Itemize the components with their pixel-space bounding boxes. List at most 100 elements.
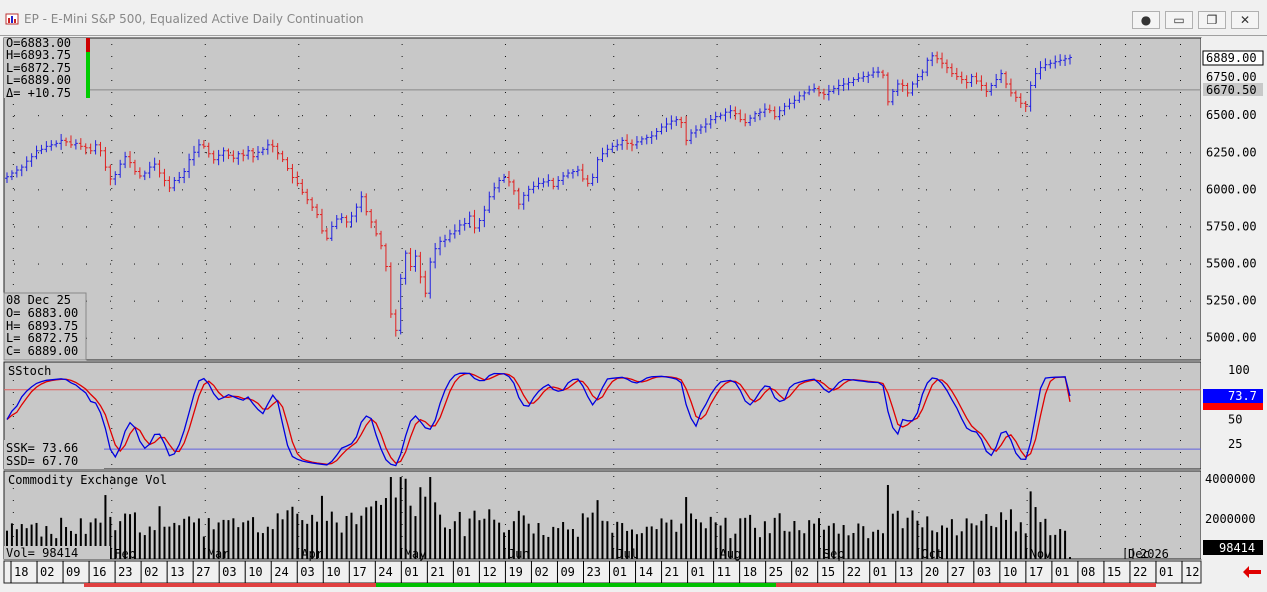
volume-value-box: Vol= 98414	[4, 546, 110, 560]
volume-bar	[872, 531, 875, 559]
price-bar	[856, 73, 861, 83]
price-bar	[152, 157, 157, 171]
volume-bar	[621, 523, 624, 559]
volume-bar	[581, 513, 584, 559]
minimize-button[interactable]: ▭	[1165, 11, 1193, 29]
cursor-high: H= 6893.75	[6, 319, 78, 333]
price-bar	[733, 106, 738, 120]
volume-bar	[498, 522, 501, 559]
price-bar	[93, 140, 98, 155]
price-axis-tick: 5500.00	[1206, 257, 1257, 271]
scroll-track-left[interactable]	[84, 583, 376, 587]
time-axis-day: 12	[482, 565, 496, 579]
cursor-low: L= 6872.75	[6, 331, 78, 345]
volume-bar	[808, 520, 811, 559]
time-axis-month: Jul	[616, 547, 638, 561]
price-bar	[364, 193, 369, 216]
volume-bar	[660, 518, 663, 559]
title-bar[interactable]: EP - E-Mini S&P 500, Equalized Active Da…	[0, 0, 1267, 36]
volume-bar	[188, 516, 191, 559]
price-pane[interactable]	[3, 37, 1202, 361]
price-bar	[329, 221, 334, 241]
time-axis-day: 10	[1003, 565, 1017, 579]
price-bar	[639, 136, 644, 146]
volume-bar	[6, 530, 8, 559]
price-bar	[462, 217, 467, 231]
volume-bar	[788, 531, 791, 559]
price-bar	[9, 170, 14, 181]
volume-bar	[370, 506, 373, 559]
price-bar	[994, 73, 999, 89]
chart-area[interactable]: 6500.00 6250.00 6000.00 5750.00 5500.00 5250.…	[0, 36, 1267, 588]
volume-bar	[990, 525, 993, 559]
volume-bar	[822, 529, 825, 559]
volume-bar	[227, 520, 230, 559]
volume-bar	[193, 522, 196, 559]
price-bar	[767, 104, 772, 114]
volume-bar	[335, 522, 338, 559]
price-bar	[73, 139, 78, 150]
price-bar	[310, 197, 315, 211]
price-bar	[1068, 54, 1072, 65]
time-axis-month: Jun	[508, 547, 530, 561]
price-bar	[777, 106, 782, 121]
scroll-right-arrow-icon[interactable]	[1243, 566, 1261, 578]
volume-bar	[60, 517, 63, 559]
volume-bar	[458, 511, 461, 559]
stoch-axis-tick: 25	[1228, 437, 1242, 451]
time-axis-day: 17	[352, 565, 366, 579]
volume-bar	[399, 477, 402, 559]
chart-canvas[interactable]: 6500.00 6250.00 6000.00 5750.00 5500.00 5250.…	[0, 36, 1267, 588]
volume-bar	[955, 535, 958, 559]
time-axis-day: 21	[430, 565, 444, 579]
volume-bar	[296, 513, 299, 559]
price-bar	[300, 178, 305, 195]
price-bar	[403, 250, 408, 285]
volume-bar	[881, 533, 884, 559]
volume-bar	[901, 528, 904, 559]
price-bar	[620, 137, 625, 150]
volume-bar	[783, 530, 786, 559]
price-axis-tick: 5750.00	[1206, 219, 1257, 233]
price-bar	[984, 82, 989, 97]
volume-bar	[837, 533, 840, 559]
quote-box: O=6883.00 H=6893.75 L=6872.75 L=6889.00 …	[4, 36, 90, 100]
volume-bar	[891, 513, 894, 559]
volume-bar	[709, 516, 712, 559]
price-bar	[123, 151, 128, 169]
time-axis-day: 16	[92, 565, 106, 579]
volume-bar	[1039, 522, 1042, 559]
volume-bar	[867, 538, 870, 559]
volume-bar	[1014, 531, 1017, 559]
price-bar	[723, 108, 728, 122]
volume-bar	[158, 506, 161, 559]
time-axis-day: 21	[665, 565, 679, 579]
time-axis-day: 15	[821, 565, 835, 579]
record-button[interactable]: ●	[1132, 11, 1160, 29]
price-bar	[408, 247, 413, 271]
time-axis-month: Mar	[208, 547, 230, 561]
price-bar	[649, 131, 654, 144]
price-bar	[669, 115, 674, 130]
volume-bar	[631, 529, 634, 559]
volume-bar	[345, 515, 348, 559]
volume-bar	[1044, 518, 1047, 559]
price-bar	[630, 139, 635, 152]
price-bar	[172, 177, 177, 192]
price-bar	[930, 52, 935, 67]
scroll-track-right[interactable]	[776, 583, 1156, 587]
price-bar	[182, 168, 187, 184]
volume-bar	[754, 527, 757, 559]
time-axis-day: 01	[1159, 565, 1173, 579]
close-button[interactable]: ✕	[1231, 11, 1259, 29]
time-axis-day: 01	[456, 565, 470, 579]
scroll-thumb[interactable]	[376, 583, 776, 587]
right-axis-panel	[1201, 38, 1264, 559]
volume-bar	[409, 505, 412, 559]
stoch-pane[interactable]	[3, 361, 1202, 470]
restore-button[interactable]: ❐	[1198, 11, 1226, 29]
price-bar	[890, 88, 895, 106]
volume-bar	[483, 518, 486, 559]
volume-bar	[148, 526, 151, 559]
price-bar	[502, 173, 507, 183]
